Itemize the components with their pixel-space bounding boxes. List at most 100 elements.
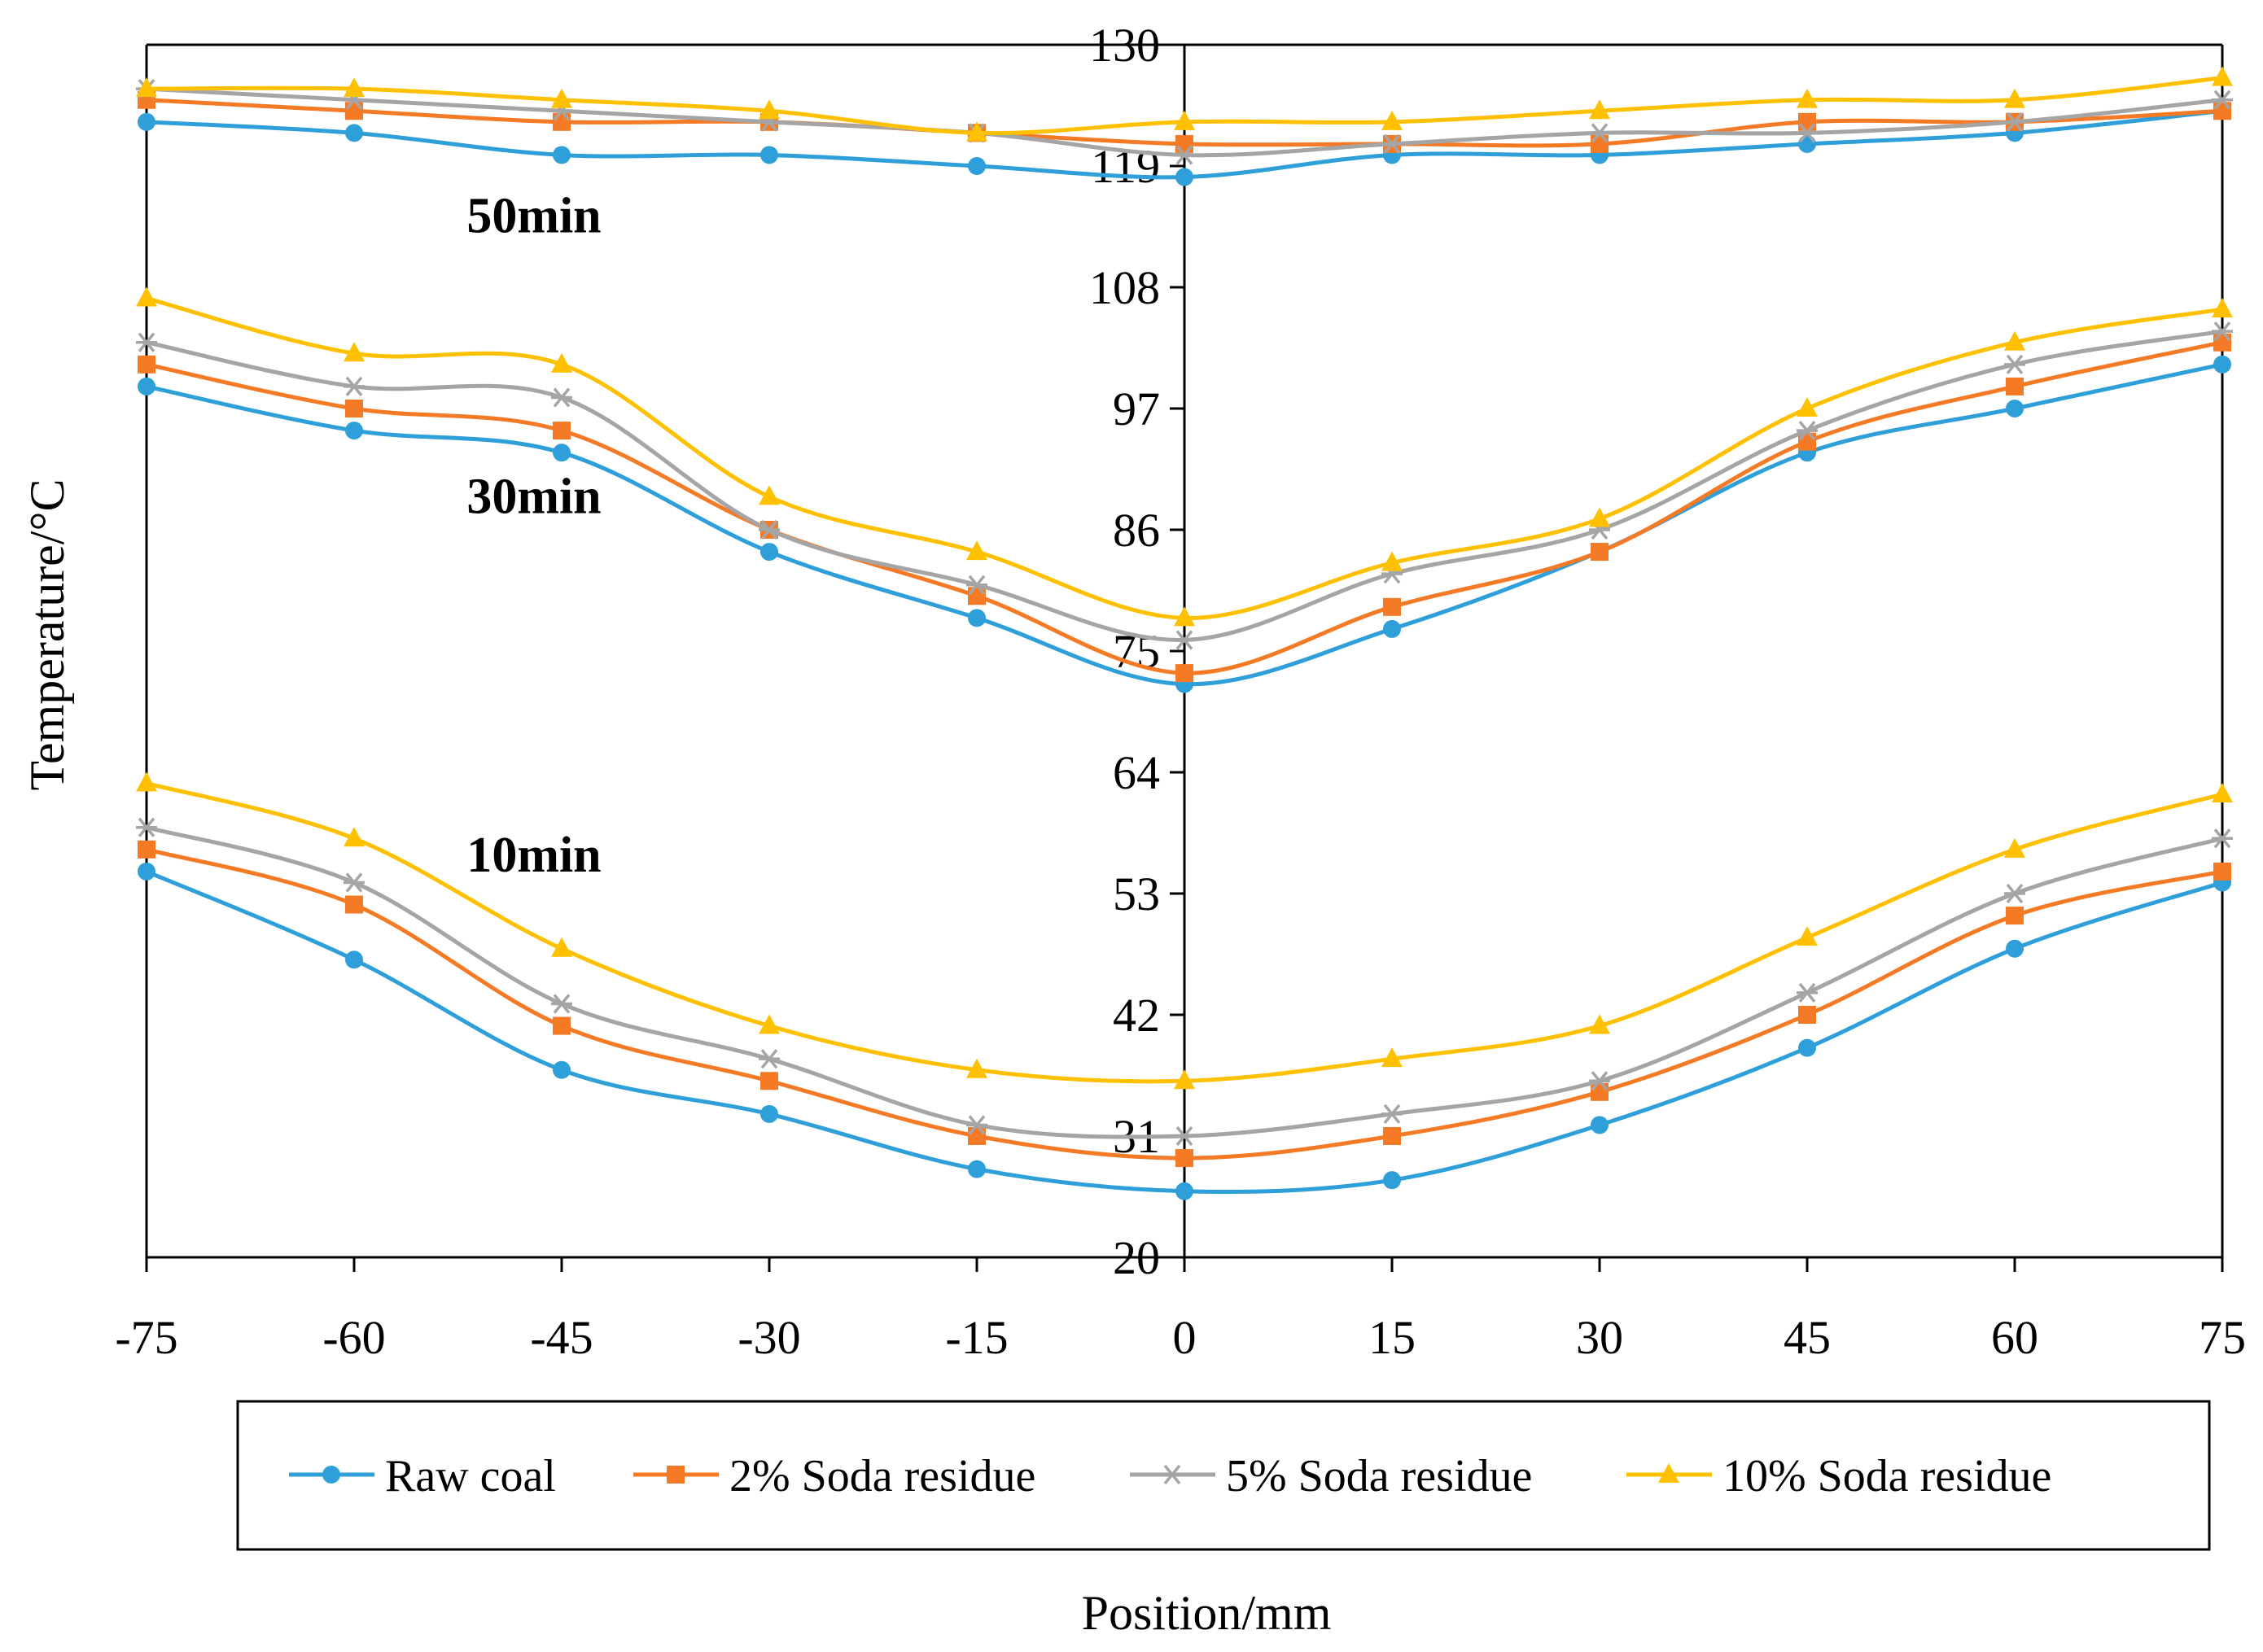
legend-swatch-marker — [667, 1466, 685, 1484]
data-point — [136, 817, 157, 837]
data-point — [1381, 551, 1403, 571]
data-point — [2212, 783, 2233, 803]
x-axis-title: Position/mm — [1082, 1586, 1332, 1640]
data-point — [760, 146, 778, 164]
series-2-soda-residue — [138, 90, 2231, 1168]
legend-label: 5% Soda residue — [1226, 1451, 1532, 1501]
data-point — [551, 88, 572, 108]
data-point — [136, 332, 157, 352]
data-point — [1589, 123, 1610, 143]
data-point — [553, 146, 571, 164]
data-point — [2004, 111, 2025, 132]
y-tick-label: 97 — [1113, 382, 1160, 435]
data-point — [966, 575, 987, 595]
data-point — [138, 377, 155, 396]
legend-swatch-marker — [322, 1466, 340, 1484]
legend-box — [236, 1400, 2211, 1551]
data-point — [138, 355, 155, 374]
data-point — [1174, 145, 1195, 165]
data-point — [1383, 597, 1401, 616]
data-point — [1174, 110, 1195, 130]
data-point — [1175, 1149, 1193, 1168]
data-point — [345, 422, 363, 440]
data-point — [345, 895, 363, 914]
x-tick-label: 30 — [1576, 1311, 1623, 1364]
data-point — [966, 1115, 987, 1135]
data-point — [344, 376, 365, 397]
data-point — [2006, 939, 2024, 958]
data-point — [1798, 112, 1816, 131]
data-point — [553, 112, 571, 131]
annotation-label: 10min — [466, 828, 601, 883]
data-point — [1798, 134, 1816, 153]
data-point — [1798, 1038, 1816, 1057]
data-point — [345, 124, 363, 142]
data-point — [966, 121, 987, 142]
data-point — [344, 872, 365, 893]
data-point — [2004, 330, 2025, 351]
x-tick-label: -15 — [945, 1311, 1008, 1364]
annotation-label: 30min — [466, 470, 601, 525]
data-point — [1591, 134, 1609, 153]
data-point — [1589, 507, 1610, 527]
x-tick-label: 75 — [2199, 1311, 2246, 1364]
data-point — [2213, 355, 2231, 374]
data-point — [2004, 354, 2025, 374]
data-point — [2006, 377, 2024, 396]
legend-swatch-marker — [1162, 1464, 1183, 1485]
data-point — [1174, 606, 1195, 627]
data-point — [2213, 862, 2231, 881]
data-point — [136, 771, 157, 792]
data-point — [1381, 133, 1403, 155]
data-point — [345, 102, 363, 120]
data-point — [1591, 1116, 1609, 1134]
data-point — [1175, 664, 1193, 683]
data-point — [345, 400, 363, 417]
data-point — [1175, 134, 1193, 153]
data-point — [1381, 110, 1403, 130]
data-point — [1591, 1082, 1609, 1101]
data-point — [1797, 926, 1818, 946]
data-point — [2004, 883, 2025, 904]
x-tick-label: -75 — [115, 1311, 177, 1364]
data-point — [1175, 1182, 1193, 1200]
data-point — [2212, 828, 2233, 849]
series-5-soda-residue — [136, 79, 2233, 1147]
y-axis-title: Temperature/°C — [20, 479, 74, 791]
data-point — [968, 1127, 986, 1145]
time-annotations: 50min 30min 10min — [466, 188, 601, 883]
x-tick-label: 0 — [1173, 1311, 1197, 1364]
data-point — [344, 827, 365, 847]
data-point — [1381, 1104, 1403, 1125]
data-point — [2004, 837, 2025, 858]
data-point — [1589, 99, 1610, 120]
legend: Raw coal 2% Soda residue 5% Soda residue 10… — [236, 1400, 2211, 1551]
data-point — [759, 1049, 780, 1069]
data-point — [138, 862, 155, 881]
legend-label: Raw coal — [385, 1451, 556, 1501]
data-point — [2212, 298, 2233, 318]
data-point — [1383, 619, 1401, 638]
data-point — [1175, 168, 1193, 186]
legend-item: Raw coal — [289, 1451, 556, 1501]
data-point — [553, 444, 571, 462]
data-point — [138, 840, 155, 859]
y-tick-label: 86 — [1113, 504, 1160, 557]
data-point — [760, 543, 778, 562]
data-point — [1797, 397, 1818, 417]
legend-item: 5% Soda residue — [1130, 1451, 1532, 1501]
data-point — [553, 1060, 571, 1079]
legend-item: 2% Soda residue — [633, 1451, 1035, 1501]
data-point — [759, 1014, 780, 1034]
data-point — [2212, 90, 2233, 110]
data-point — [2004, 88, 2025, 108]
data-point — [1797, 88, 1818, 108]
data-point — [551, 352, 572, 373]
y-tick-label: 42 — [1113, 989, 1160, 1042]
data-point — [968, 157, 986, 175]
data-point — [1174, 1069, 1195, 1090]
data-point — [1591, 543, 1609, 562]
series-raw-coal — [138, 102, 2231, 1200]
data-point — [1383, 1127, 1401, 1145]
